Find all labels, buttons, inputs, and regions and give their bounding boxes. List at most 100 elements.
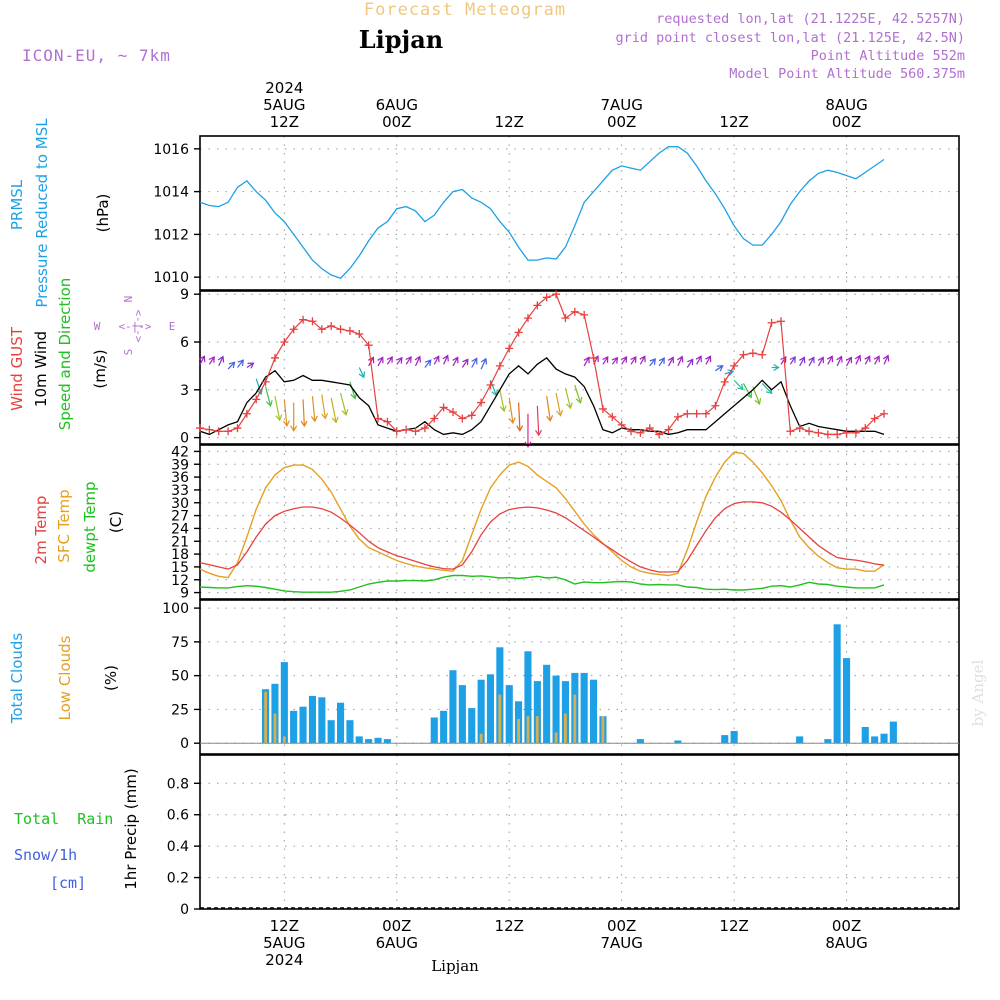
gust-marker-28 [458, 414, 467, 423]
low-cloud-bar-0 [264, 691, 267, 744]
wind-barb-head-56 [727, 369, 735, 376]
total-cloud-bar-8 [337, 702, 345, 744]
total-cloud-bar-5 [308, 695, 316, 744]
gust-marker-5 [242, 409, 251, 418]
gust-marker-12 [308, 317, 317, 326]
gust-marker-58 [739, 350, 748, 359]
wind-barb-68 [836, 356, 843, 367]
wind-barb-head-49 [658, 357, 665, 365]
gust-marker-65 [805, 427, 814, 436]
precip-ytick-label-2: 0.4 [167, 839, 189, 855]
precip-ytick-label-1: 0.2 [167, 871, 189, 887]
precip-axis-label: 1hr Precip (mm) [122, 768, 140, 889]
wind-barb-head-50 [667, 356, 674, 364]
clouds-label-1: Low Clouds [56, 635, 74, 720]
wind-ytick-label-3: 9 [180, 287, 189, 303]
gust-marker-32 [495, 361, 504, 370]
wind-barb-8 [274, 396, 281, 421]
grid-point-coords: grid point closest lon,lat (21.125E, 42.… [616, 30, 966, 46]
clouds-frame [199, 599, 960, 755]
pressure-ytick-label-3: 1016 [153, 142, 189, 158]
wind-barb-21 [396, 357, 403, 365]
wind-barb-head-30 [480, 357, 488, 365]
gust-marker-18 [364, 341, 373, 350]
requested-coords: requested lon,lat (21.1225E, 42.5257N) [656, 11, 965, 27]
wind-barb-24 [424, 359, 432, 368]
temp-panel-labels: 2m Temp SFC Temp dewpt Temp (C) [32, 481, 125, 572]
gust-marker-37 [542, 293, 551, 302]
total-cloud-bar-20 [449, 670, 457, 744]
gust-marker-29 [467, 411, 476, 420]
wind-barb-head-73 [882, 354, 890, 362]
wind-barb-26 [443, 355, 449, 365]
footer-location: Lipjan [431, 957, 479, 975]
gust-marker-0 [196, 424, 204, 433]
gust-marker-11 [299, 315, 308, 324]
top-tick-label-4-0: 12Z [719, 113, 748, 131]
wind-barb-head-54 [705, 355, 712, 363]
wind-barb-55 [715, 365, 724, 372]
wind-barb-33 [508, 397, 514, 424]
total-cloud-bar-47 [880, 733, 888, 744]
gust-marker-43 [598, 404, 607, 413]
total-cloud-bar-45 [861, 727, 869, 744]
wind-panel: 0 3 6 9 [180, 287, 960, 448]
compass-north: N [122, 296, 135, 303]
wind-barb-head-34 [516, 425, 524, 432]
gust-marker-73 [880, 409, 889, 418]
wind-barb-39 [564, 388, 572, 409]
precip-ytick-label-4: 0.8 [167, 776, 189, 792]
low-cloud-bar-1 [273, 713, 277, 744]
wind-barb-head-52 [687, 358, 694, 366]
temperature-ytick-label-5: 24 [171, 521, 189, 537]
wind-barb-head-25 [433, 355, 440, 363]
clouds-panel: 0 25 50 75 100 [162, 599, 960, 755]
wind-barb-27 [452, 357, 459, 367]
wind-barb-1 [208, 356, 215, 365]
wind-barb-head-66 [817, 356, 824, 364]
wind-barb-56 [724, 370, 734, 375]
gust-marker-35 [523, 314, 532, 323]
clouds-ytick-label-3: 75 [171, 635, 189, 651]
top-tick-label-3-1: 00Z [607, 113, 636, 131]
snow-label: Snow/1h [14, 846, 77, 864]
wind-barb-36 [536, 405, 540, 436]
wind-barb-71 [864, 355, 871, 365]
total-cloud-bar-40 [730, 731, 738, 744]
wind-barb-16 [349, 381, 356, 399]
model-altitude: Model Point Altitude 560.375m [729, 66, 965, 82]
temperature-ytick-label-4: 21 [171, 534, 189, 550]
gust-marker-20 [383, 417, 392, 426]
compass-arrows: <-|-> [118, 320, 151, 333]
gust-marker-1 [205, 425, 214, 434]
wind-barb-54 [705, 355, 711, 365]
wind-label-1: 10m Wind [32, 331, 50, 407]
wind-barb-head-11 [300, 420, 308, 428]
wind-barb-head-8 [275, 414, 283, 422]
dewpoint-line [199, 574, 885, 593]
pressure-ytick-label-1: 1012 [153, 227, 189, 243]
wind-barb-38 [555, 392, 562, 416]
wind-barb-head-4 [237, 359, 244, 366]
bottom-tick-label-1-0: 00Z [382, 917, 411, 935]
gust-marker-19 [374, 414, 383, 423]
wind-ytick-label-2: 6 [180, 335, 189, 351]
precip-ytick-label-3: 0.6 [167, 808, 189, 824]
pressure-frame [199, 135, 960, 291]
low-cloud-bar-4 [498, 694, 502, 744]
wind-barb-12 [311, 396, 316, 422]
gust-marker-25 [430, 414, 439, 423]
top-tick-label-2-0: 12Z [495, 113, 524, 131]
gust-line [199, 293, 885, 436]
wind-barb-14 [330, 397, 337, 423]
total-cloud-bar-11 [365, 739, 373, 744]
temperature-ytick-label-11: 42 [171, 444, 189, 460]
wind-barb-head-38 [556, 409, 564, 417]
total-cloud-bar-7 [327, 720, 335, 744]
wind-barb-50 [667, 357, 674, 367]
wind-barb-head-23 [414, 355, 421, 363]
wind-barb-37 [546, 396, 551, 421]
wind-barb-head-45 [620, 356, 628, 363]
low-cloud-bar-9 [564, 713, 567, 744]
